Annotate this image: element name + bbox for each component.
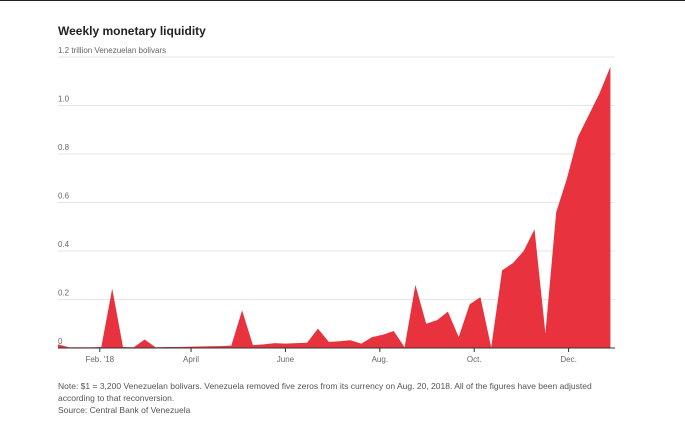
y-tick-label: 0.6 [58, 192, 70, 201]
footnote: Note: $1 = 3,200 Venezuelan bolivars. Ve… [58, 381, 592, 403]
y-tick-label: 0.4 [58, 240, 70, 249]
y-tick-label: 0.2 [58, 289, 70, 298]
source-note: Source: Central Bank of Venezuela [58, 405, 191, 415]
chart-title: Weekly monetary liquidity [58, 24, 206, 38]
y-tick-label: 1.0 [58, 95, 70, 104]
x-tick-label: April [183, 355, 199, 364]
liquidity-area [58, 66, 611, 348]
y-tick-label: 1.2 trillion Venezuelan bolivars [58, 46, 166, 55]
y-tick-label: 0 [58, 337, 63, 346]
top-rule [0, 0, 685, 1]
x-tick-label: Dec. [560, 355, 576, 364]
x-tick-label: June [277, 355, 295, 364]
chart-footer: Note: $1 = 3,200 Venezuelan bolivars. Ve… [58, 380, 628, 416]
y-tick-label: 0.8 [58, 143, 70, 152]
x-tick-label: Feb. '18 [85, 355, 114, 364]
x-tick-label: Aug. [372, 355, 388, 364]
x-tick-label: Oct. [467, 355, 482, 364]
